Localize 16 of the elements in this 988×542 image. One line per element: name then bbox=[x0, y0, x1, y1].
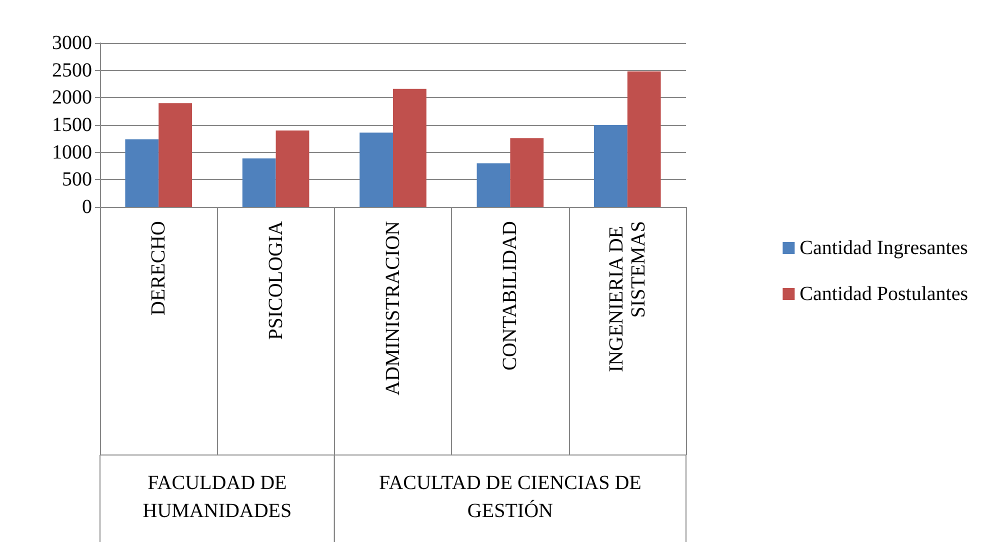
y-tick-label: 1500 bbox=[52, 114, 92, 136]
text: FACULTAD DE CIENCIAS DE GESTIÓN bbox=[379, 472, 642, 522]
text: FACULDAD DE HUMANIDADES bbox=[142, 472, 292, 522]
x-tick-label: DERECHO bbox=[148, 221, 170, 316]
y-tick-label: 2500 bbox=[52, 59, 92, 82]
legend-label: Cantidad Ingresantes bbox=[800, 237, 968, 259]
y-tick-label: 2000 bbox=[52, 86, 92, 109]
y-tick-label: 1000 bbox=[52, 141, 92, 164]
x-tick-label: CONTABILIDAD bbox=[499, 221, 522, 370]
y-tick-label: 500 bbox=[62, 168, 92, 191]
y-tick-label: 3000 bbox=[52, 32, 92, 54]
x-tick-label: PSICOLOGIA bbox=[264, 220, 287, 340]
x-tick-label: ADMINISTRACION bbox=[382, 221, 404, 396]
y-tick-label: 0 bbox=[82, 196, 92, 218]
x-tick-label: INGENIERIA DE SISTEMAS bbox=[605, 221, 650, 372]
legend-label: Cantidad Postulantes bbox=[800, 283, 968, 305]
